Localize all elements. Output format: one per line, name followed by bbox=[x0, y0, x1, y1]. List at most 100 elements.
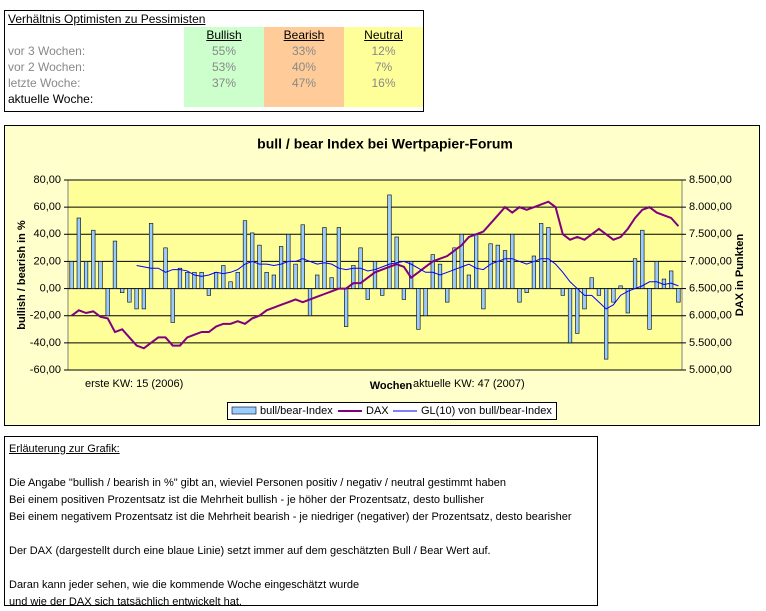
header-row: Bullish Bearish Neutral bbox=[5, 27, 423, 43]
y2-tick-label: 6.000,00 bbox=[689, 310, 732, 322]
bar bbox=[560, 288, 565, 296]
line-series bbox=[71, 200, 680, 350]
spacer bbox=[9, 560, 593, 577]
value-cell: 37% bbox=[184, 75, 264, 91]
annotation: aktuelle KW: 47 (2007) bbox=[413, 378, 525, 390]
bar bbox=[91, 229, 96, 289]
bar bbox=[474, 233, 479, 289]
value-cell: 40% bbox=[264, 59, 344, 75]
bar bbox=[163, 247, 168, 289]
y-tick-label: 80,00 bbox=[33, 174, 61, 186]
y2-tick-label: 5.000,00 bbox=[689, 364, 732, 376]
y2-tick-label: 8.500,00 bbox=[689, 174, 732, 186]
y-axis-label: bullish / bearish in % bbox=[16, 220, 28, 330]
table-title: Verhältnis Optimisten zu Pessimisten bbox=[8, 12, 206, 26]
bar bbox=[213, 271, 219, 289]
bar bbox=[221, 265, 226, 289]
header-cell: Bullish bbox=[184, 27, 264, 43]
value-cell: 33% bbox=[264, 43, 344, 59]
spacer bbox=[9, 526, 593, 543]
bar bbox=[264, 271, 269, 289]
bar bbox=[488, 243, 493, 289]
y2-axis-label: DAX in Punkten bbox=[734, 233, 746, 316]
bar bbox=[401, 288, 406, 300]
bar bbox=[315, 274, 320, 289]
bar bbox=[206, 288, 211, 296]
y2-tick-label: 7.500,00 bbox=[689, 228, 732, 240]
value-cell: 53% bbox=[184, 59, 264, 75]
bar bbox=[307, 288, 313, 317]
bar bbox=[257, 244, 262, 289]
legend-label: DAX bbox=[366, 405, 389, 417]
bar bbox=[278, 246, 284, 289]
legend-swatch bbox=[231, 406, 257, 415]
bar bbox=[618, 285, 623, 289]
bar bbox=[640, 229, 645, 289]
bar bbox=[611, 288, 616, 303]
bar bbox=[365, 288, 370, 300]
bar bbox=[329, 277, 334, 289]
bar bbox=[452, 247, 457, 289]
row-label: aktuelle Woche: bbox=[8, 92, 94, 106]
y-tick-label: -60,00 bbox=[30, 364, 61, 376]
bar bbox=[632, 258, 638, 289]
bar bbox=[242, 220, 248, 289]
value-cell: 47% bbox=[264, 75, 344, 91]
table-row: aktuelle Woche: bbox=[5, 91, 423, 107]
bar bbox=[524, 288, 529, 293]
bar bbox=[83, 261, 89, 289]
bar bbox=[654, 261, 659, 289]
bar bbox=[293, 263, 298, 289]
bar bbox=[141, 288, 146, 310]
notes-line: Bei einem positiven Prozentsatz ist die … bbox=[9, 494, 485, 506]
bar bbox=[112, 240, 118, 289]
value-cell: 7% bbox=[344, 59, 423, 75]
y-tick-label: 0,00 bbox=[40, 282, 61, 294]
value-cell: 16% bbox=[344, 75, 423, 91]
y2-tick-label: 7.000,00 bbox=[689, 255, 732, 267]
bar bbox=[567, 288, 573, 344]
notes-line: und wie der DAX sich tatsächlich entwick… bbox=[9, 596, 242, 608]
chart-title: bull / bear Index bei Wertpapier-Forum bbox=[257, 136, 513, 152]
header-cell: Neutral bbox=[344, 27, 423, 43]
bar bbox=[148, 223, 154, 289]
y2-tick-label: 6.500,00 bbox=[689, 282, 732, 294]
bar bbox=[192, 271, 197, 289]
bar bbox=[510, 233, 515, 289]
bar bbox=[596, 288, 602, 296]
bar bbox=[199, 271, 204, 289]
bar bbox=[517, 288, 522, 303]
y-tick-label: -40,00 bbox=[30, 337, 61, 349]
bar bbox=[134, 288, 139, 310]
y2-tick-label: 5.500,00 bbox=[689, 337, 732, 349]
bar bbox=[423, 288, 428, 317]
bar bbox=[582, 288, 587, 310]
bar bbox=[69, 261, 74, 289]
line-series bbox=[136, 258, 679, 310]
bar bbox=[185, 271, 190, 289]
value-cell bbox=[344, 91, 423, 107]
bar bbox=[445, 288, 450, 303]
bar bbox=[271, 274, 276, 289]
bar bbox=[127, 288, 132, 303]
value-cell: 12% bbox=[344, 43, 423, 59]
bar bbox=[120, 288, 125, 293]
bar bbox=[322, 227, 327, 289]
y-tick-label: -20,00 bbox=[30, 310, 61, 322]
row-label: vor 2 Wochen: bbox=[8, 60, 86, 74]
notes-line: Der DAX (dargestellt durch eine blaue Li… bbox=[9, 545, 491, 557]
bar bbox=[170, 288, 175, 323]
notes-line: Bei einem negativem Prozentsatz ist die … bbox=[9, 511, 572, 523]
bar bbox=[539, 223, 544, 289]
legend: bull/bear-Index DAX GL(10) von bull/bear-I… bbox=[227, 402, 557, 420]
legend-label: bull/bear-Index bbox=[260, 405, 333, 417]
bar bbox=[351, 265, 356, 289]
header-cell: Bearish bbox=[264, 27, 344, 43]
bar bbox=[372, 261, 378, 289]
table-row: vor 2 Wochen: 53% 40% 7% bbox=[5, 59, 423, 75]
bar bbox=[669, 270, 674, 289]
bar bbox=[387, 194, 392, 289]
notes-box: Erläuterung zur Grafik: Die Angabe "bulli… bbox=[4, 436, 598, 608]
bar bbox=[575, 288, 580, 334]
bar bbox=[502, 250, 508, 289]
